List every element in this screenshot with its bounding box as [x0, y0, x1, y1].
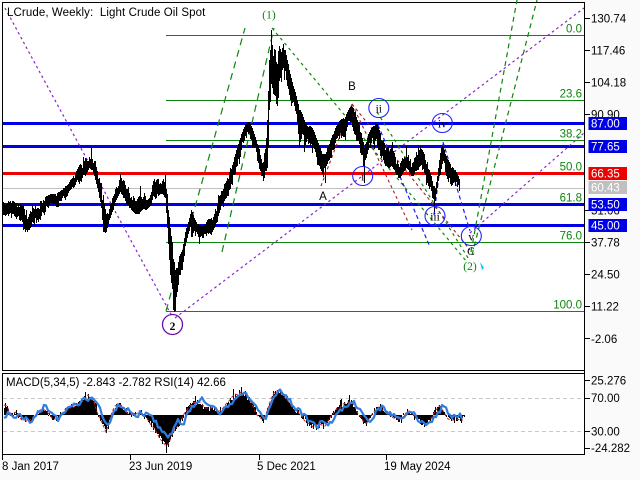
svg-text:45.00: 45.00 [591, 221, 620, 233]
svg-text:(1): (1) [262, 10, 276, 22]
svg-text:100.0: 100.0 [553, 300, 582, 312]
svg-text:66.35: 66.35 [591, 169, 620, 181]
svg-text:38.2: 38.2 [560, 129, 582, 141]
svg-text:50.0: 50.0 [560, 162, 582, 174]
svg-text:24.50: 24.50 [591, 270, 620, 282]
svg-text:MACD(5,34,5) -2.843 -2.782 RSI: MACD(5,34,5) -2.843 -2.782 RSI(14) 42.66 [6, 377, 226, 389]
svg-text:23.6: 23.6 [560, 89, 582, 101]
svg-text:60.43: 60.43 [591, 183, 620, 195]
svg-text:C: C [467, 246, 475, 258]
svg-text:25.276: 25.276 [591, 376, 626, 388]
svg-text:130.74: 130.74 [591, 13, 627, 25]
svg-text:-2.06: -2.06 [591, 334, 617, 346]
svg-text:11.22: 11.22 [591, 302, 619, 314]
svg-text:76.0: 76.0 [560, 231, 582, 243]
svg-text:(2): (2) [463, 261, 477, 273]
svg-text:23 Jun 2019: 23 Jun 2019 [129, 461, 192, 473]
svg-text:53.50: 53.50 [591, 200, 620, 212]
svg-text:5 Dec 2021: 5 Dec 2021 [257, 461, 316, 473]
svg-text:87.00: 87.00 [591, 119, 620, 131]
svg-text:37.78: 37.78 [591, 238, 620, 250]
svg-text:iv: iv [438, 119, 447, 131]
svg-text:LCrude, Weekly: Light Crude O: LCrude, Weekly: Light Crude Oil Spot [7, 7, 206, 19]
svg-text:-24.282: -24.282 [591, 443, 630, 455]
svg-text:104.18: 104.18 [591, 78, 626, 90]
svg-text:61.8: 61.8 [560, 193, 582, 205]
svg-text:19 May 2024: 19 May 2024 [384, 461, 451, 473]
svg-text:A: A [319, 191, 327, 203]
svg-text:117.46: 117.46 [591, 46, 625, 58]
svg-text:ii: ii [376, 104, 382, 116]
svg-text:0.0: 0.0 [566, 24, 582, 36]
svg-text:B: B [348, 81, 356, 93]
svg-text:70.00: 70.00 [591, 393, 620, 405]
svg-text:30.00: 30.00 [591, 426, 620, 438]
svg-text:2: 2 [170, 321, 176, 333]
svg-text:i: i [361, 172, 364, 184]
svg-text:iii: iii [430, 212, 440, 224]
svg-text:v: v [468, 232, 474, 244]
svg-text:8 Jan 2017: 8 Jan 2017 [2, 461, 59, 473]
svg-text:77.65: 77.65 [591, 142, 620, 154]
